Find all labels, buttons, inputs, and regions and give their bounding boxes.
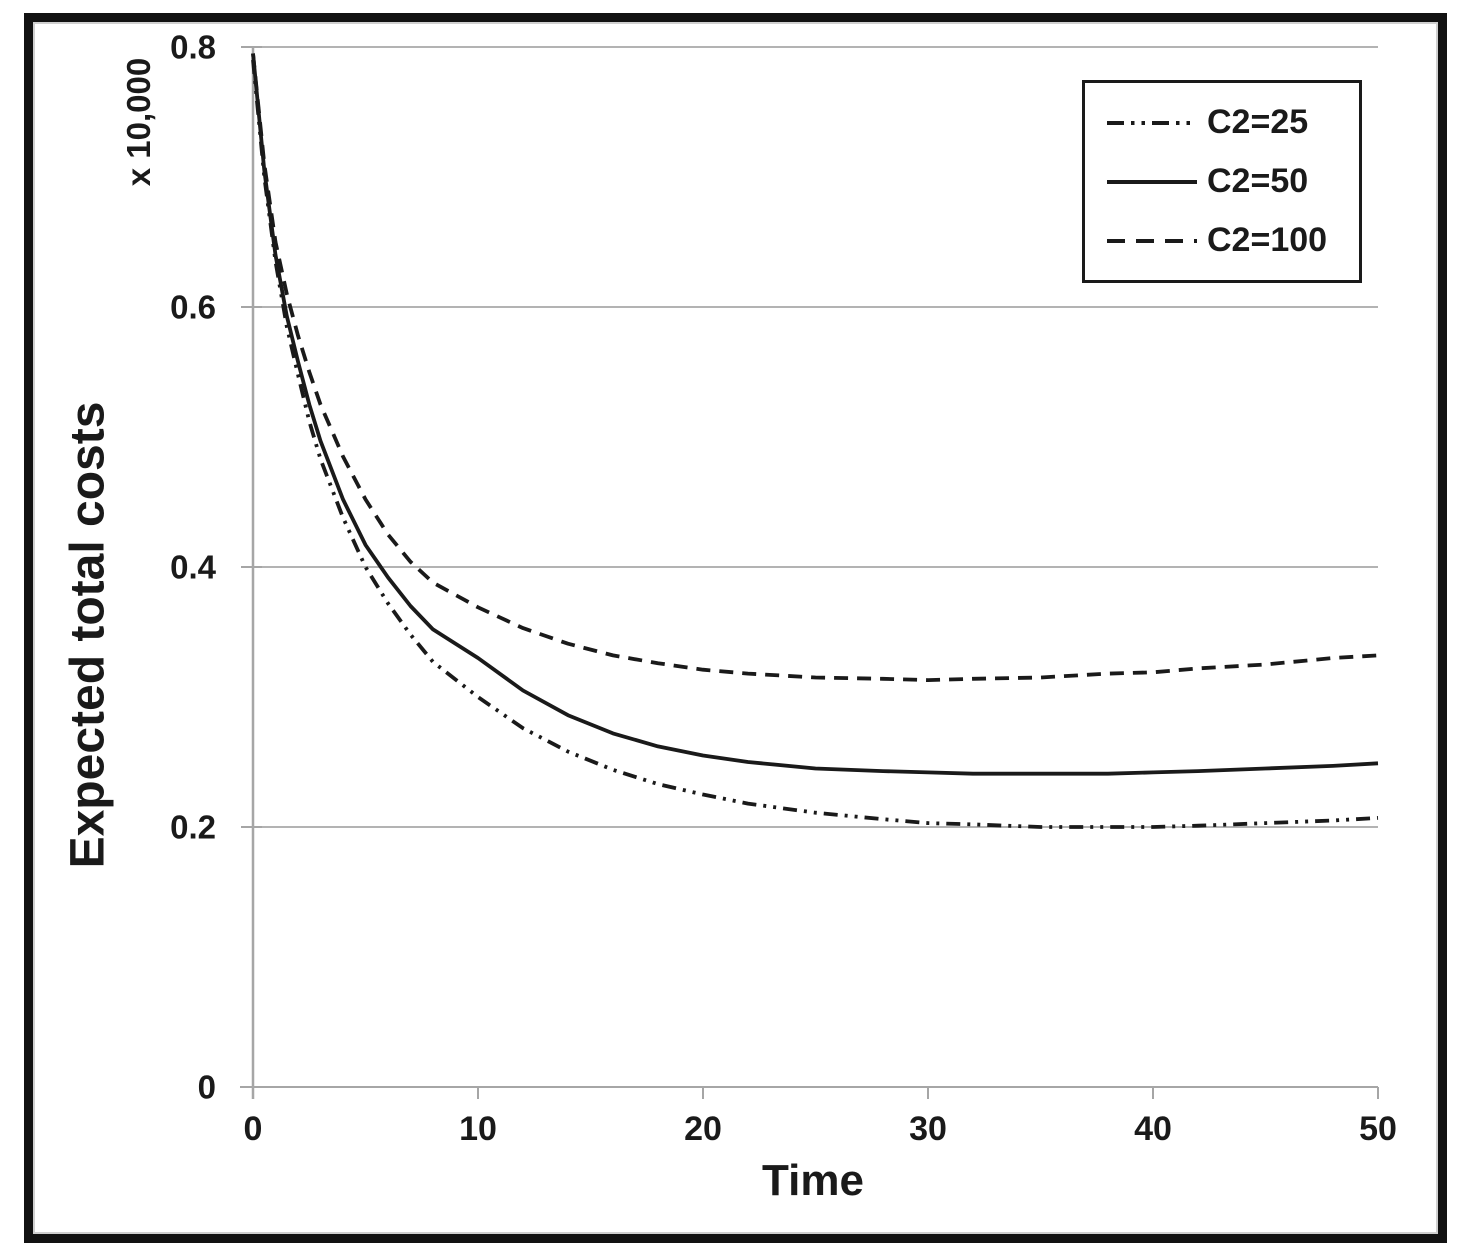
legend-item-c2-100: C2=100 bbox=[1105, 221, 1359, 260]
y-tick-label: 0 bbox=[197, 1068, 216, 1106]
legend-line-sample-dashdotdot bbox=[1107, 120, 1197, 125]
x-tick-label: 40 bbox=[1134, 1110, 1172, 1148]
x-tick-label: 50 bbox=[1359, 1110, 1397, 1148]
legend-label: C2=50 bbox=[1207, 162, 1309, 200]
legend-line-sample-solid bbox=[1107, 179, 1197, 184]
y-axis-multiplier-label: x 10,000 bbox=[120, 57, 157, 187]
legend-label: C2=100 bbox=[1207, 221, 1328, 259]
x-tick-label: 0 bbox=[243, 1110, 263, 1148]
legend-line-sample-dashed bbox=[1107, 238, 1197, 243]
x-tick-label: 10 bbox=[459, 1110, 497, 1148]
legend-item-c2-25: C2=25 bbox=[1105, 103, 1359, 142]
y-tick-label: 0.6 bbox=[170, 288, 216, 326]
x-tick-label: 20 bbox=[684, 1110, 722, 1148]
y-tick-label: 0.4 bbox=[170, 548, 216, 586]
y-axis-title: Expected total costs bbox=[61, 401, 115, 869]
legend-label: C2=25 bbox=[1207, 103, 1309, 141]
x-axis-title: Time bbox=[762, 1156, 864, 1205]
legend-item-c2-50: C2=50 bbox=[1105, 162, 1359, 201]
y-tick-label: 0.2 bbox=[170, 808, 216, 846]
chart-legend: C2=25 C2=50 C2=100 bbox=[1082, 80, 1362, 283]
x-tick-label: 30 bbox=[909, 1110, 947, 1148]
y-tick-label: 0.8 bbox=[170, 28, 216, 66]
